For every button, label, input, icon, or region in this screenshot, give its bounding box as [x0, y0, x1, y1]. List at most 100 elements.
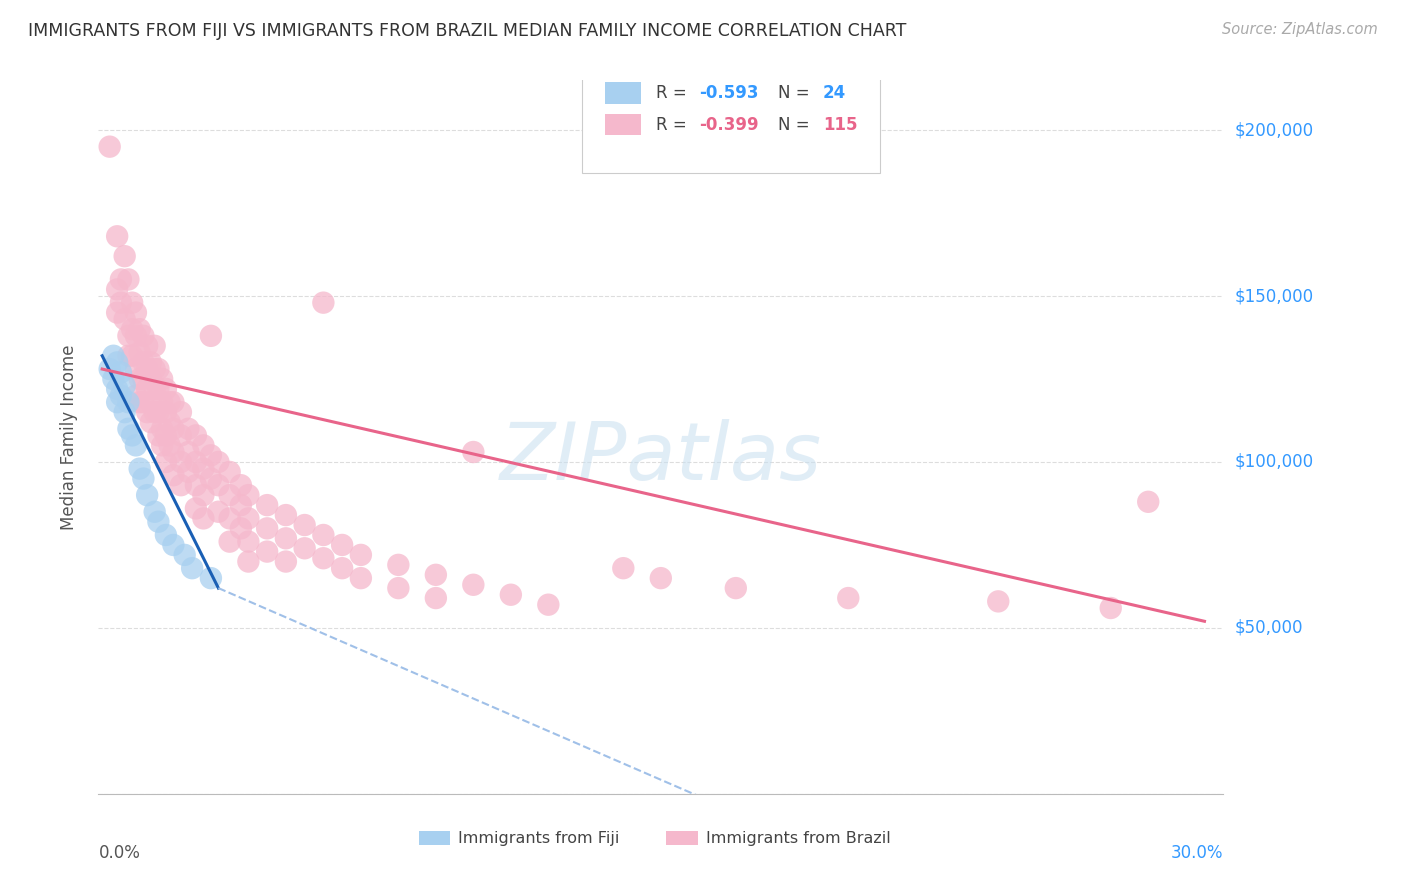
Point: [184, 501, 207, 516]
Point: [837, 591, 859, 605]
Text: ZIPatlas: ZIPatlas: [499, 419, 823, 498]
Point: [200, 571, 222, 585]
Point: [110, 365, 132, 379]
FancyBboxPatch shape: [666, 831, 697, 846]
Point: [256, 498, 278, 512]
Point: [537, 598, 560, 612]
Point: [181, 561, 204, 575]
Point: [155, 428, 177, 442]
Point: [114, 249, 136, 263]
Point: [162, 395, 184, 409]
Point: [105, 305, 128, 319]
Text: Source: ZipAtlas.com: Source: ZipAtlas.com: [1222, 22, 1378, 37]
Y-axis label: Median Family Income: Median Family Income: [59, 344, 77, 530]
Point: [387, 558, 409, 572]
Point: [139, 355, 162, 369]
Point: [148, 382, 170, 396]
Point: [117, 395, 139, 409]
Point: [330, 561, 353, 575]
Text: $100,000: $100,000: [1234, 453, 1313, 471]
Point: [139, 415, 162, 429]
Point: [177, 445, 200, 459]
Point: [173, 548, 195, 562]
Point: [136, 362, 159, 376]
Point: [987, 594, 1010, 608]
Point: [218, 465, 240, 479]
Point: [132, 355, 155, 369]
Point: [159, 395, 181, 409]
Point: [193, 461, 215, 475]
Point: [193, 438, 215, 452]
Point: [136, 488, 159, 502]
Point: [200, 448, 222, 462]
Point: [256, 521, 278, 535]
Point: [274, 555, 297, 569]
Point: [132, 372, 155, 386]
Point: [105, 355, 128, 369]
Point: [162, 468, 184, 483]
Point: [294, 541, 316, 556]
Point: [463, 578, 485, 592]
Text: N =: N =: [778, 116, 814, 134]
Point: [170, 478, 193, 492]
Point: [159, 415, 181, 429]
Point: [105, 395, 128, 409]
Point: [128, 395, 150, 409]
Point: [150, 438, 173, 452]
Point: [425, 591, 447, 605]
Point: [612, 561, 634, 575]
Point: [207, 455, 229, 469]
Point: [159, 438, 181, 452]
Point: [238, 488, 260, 502]
Text: R =: R =: [657, 116, 692, 134]
Point: [218, 511, 240, 525]
Point: [177, 465, 200, 479]
Point: [148, 362, 170, 376]
Point: [128, 461, 150, 475]
Point: [170, 455, 193, 469]
Point: [162, 538, 184, 552]
Text: Immigrants from Brazil: Immigrants from Brazil: [706, 830, 890, 846]
Text: $150,000: $150,000: [1234, 287, 1313, 305]
Text: 0.0%: 0.0%: [98, 844, 141, 862]
Point: [170, 405, 193, 419]
Point: [238, 555, 260, 569]
Point: [148, 405, 170, 419]
Point: [387, 581, 409, 595]
Point: [193, 511, 215, 525]
Point: [121, 295, 143, 310]
Point: [463, 445, 485, 459]
Point: [139, 372, 162, 386]
Point: [162, 445, 184, 459]
Point: [143, 362, 166, 376]
Point: [105, 229, 128, 244]
Point: [98, 139, 121, 153]
Point: [184, 478, 207, 492]
Point: [724, 581, 747, 595]
Point: [170, 428, 193, 442]
Point: [162, 422, 184, 436]
Text: R =: R =: [657, 84, 692, 102]
Text: -0.593: -0.593: [699, 84, 759, 102]
Point: [184, 428, 207, 442]
Point: [218, 488, 240, 502]
Point: [350, 548, 373, 562]
Point: [350, 571, 373, 585]
Point: [148, 428, 170, 442]
Point: [143, 405, 166, 419]
Text: 24: 24: [823, 84, 846, 102]
Point: [132, 472, 155, 486]
Point: [200, 329, 222, 343]
Point: [117, 329, 139, 343]
Point: [155, 405, 177, 419]
Point: [312, 295, 335, 310]
Point: [114, 378, 136, 392]
Point: [139, 395, 162, 409]
Point: [1137, 495, 1160, 509]
Point: [1099, 601, 1122, 615]
Point: [117, 272, 139, 286]
Point: [207, 505, 229, 519]
Point: [125, 362, 148, 376]
Point: [499, 588, 522, 602]
Point: [200, 472, 222, 486]
